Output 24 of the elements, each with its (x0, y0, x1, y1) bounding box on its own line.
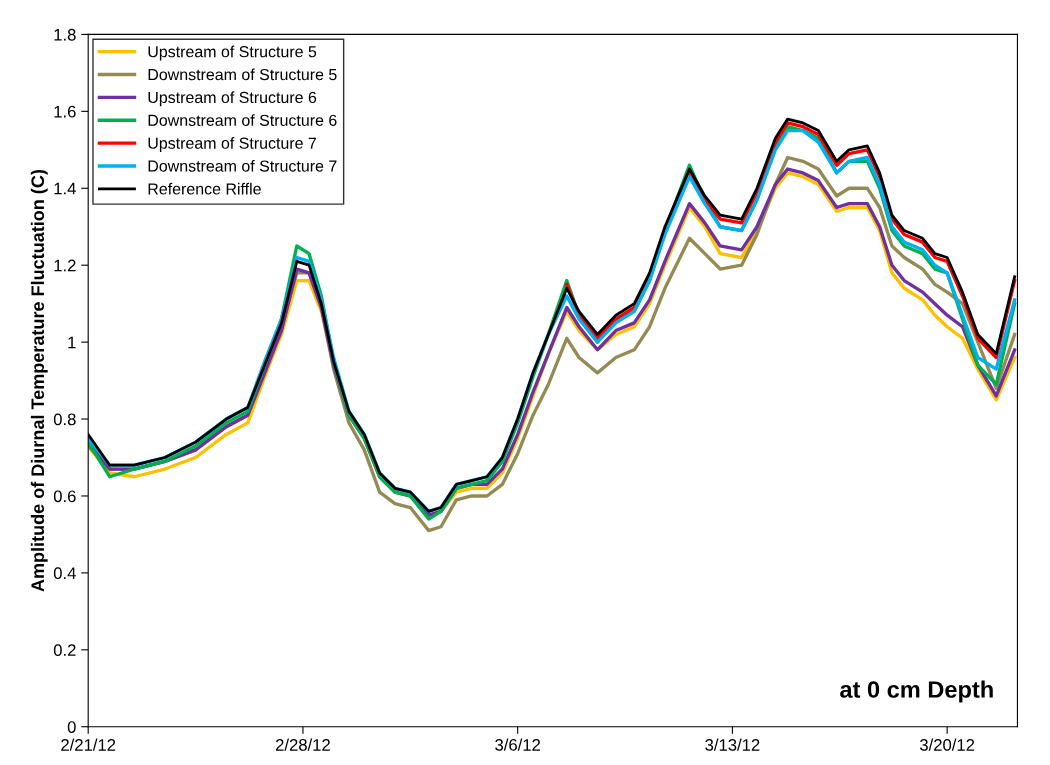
y-tick-label: 1.4 (54, 182, 76, 195)
y-tick-label: 1.2 (54, 259, 76, 272)
x-tick-label: 3/6/12 (495, 738, 541, 751)
y-tick-label: 1.8 (54, 28, 76, 41)
x-tick-label: 3/20/12 (919, 738, 975, 751)
y-tick-label: 0.8 (53, 413, 76, 426)
y-tick-label: 1 (68, 336, 76, 349)
y-tick-label: 0.2 (53, 644, 76, 657)
y-tick-label: 0 (67, 721, 76, 733)
y-axis-title: Amplitude of Diurnal Temperature Fluctuation (C) (30, 169, 48, 592)
legend-label: Upstream of Structure 7 (148, 137, 317, 152)
legend-label: Downstream of Structure 5 (148, 68, 337, 81)
legend-label: Upstream of Structure 5 (148, 45, 317, 61)
y-tick-label: 1.6 (54, 105, 76, 118)
y-tick-label: 0.4 (53, 567, 76, 580)
legend-label: Reference Riffle (148, 182, 261, 195)
x-tick-label: 3/13/12 (705, 738, 760, 751)
legend-label: Downstream of Structure 6 (148, 114, 337, 126)
annotation: at 0 cm Depth (840, 680, 993, 703)
legend-label: Upstream of Structure 6 (148, 91, 317, 107)
legend-label: Downstream of Structure 7 (148, 160, 337, 172)
y-tick-label: 0.6 (53, 490, 76, 503)
x-tick-label: 2/28/12 (275, 738, 330, 751)
x-tick-label: 2/21/12 (61, 738, 116, 751)
